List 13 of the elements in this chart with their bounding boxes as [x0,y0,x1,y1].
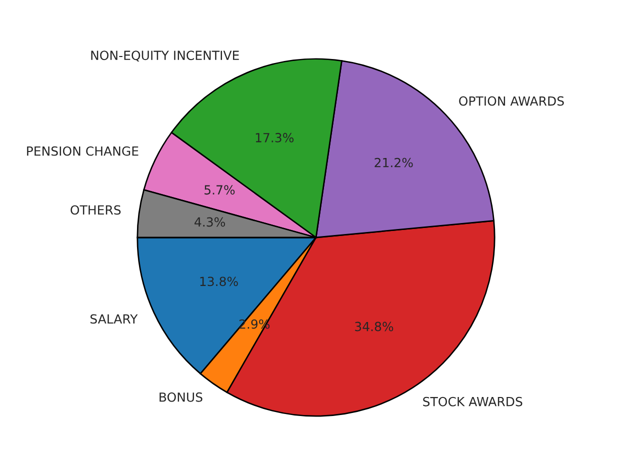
data-label: 4.3% [194,217,226,227]
data-label: 13.8% [200,276,238,286]
data-label: 21.2% [374,158,413,168]
data-label: 17.3% [256,132,294,142]
slice-label: PENSION CHANGE [27,146,138,156]
slice-label: BONUS [160,392,202,402]
data-label: 5.7% [204,185,235,195]
slice-label: OPTION AWARDS [459,96,564,106]
slice-label: SALARY [90,314,138,324]
data-label: 34.8% [355,322,394,332]
slice-label: OTHERS [70,205,121,215]
slice-label: NON-EQUITY INCENTIVE [91,50,239,62]
slice-label: STOCK AWARDS [423,396,522,406]
